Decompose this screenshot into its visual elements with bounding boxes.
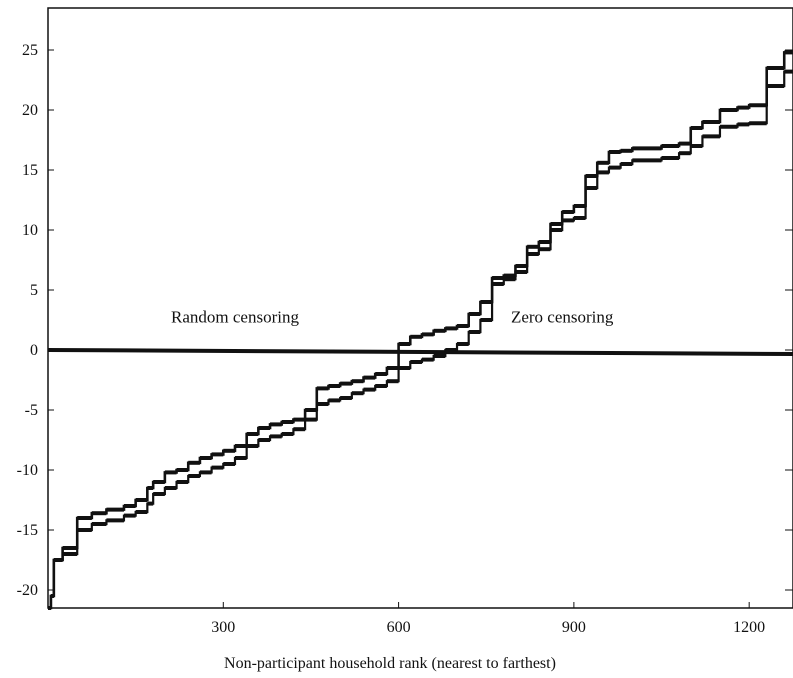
- x-tick-label: 1200: [733, 619, 765, 636]
- zero-reference-layer: [47, 348, 793, 356]
- plot-area: [47, 7, 793, 609]
- y-tick-label: 0: [30, 342, 38, 359]
- x-axis-title: Non-participant household rank (nearest …: [224, 655, 556, 672]
- y-tick-label: -5: [25, 402, 38, 419]
- annotation-random-censoring: Random censoring: [171, 308, 299, 327]
- x-tick-label: 300: [211, 619, 235, 636]
- y-tick-label: 25: [22, 42, 38, 59]
- plot-frame: [47, 7, 793, 609]
- zero-reference-line: [47, 348, 793, 356]
- x-axis: 300 600 900 1200: [211, 602, 765, 636]
- y-tick-label: -15: [17, 522, 38, 539]
- series-1-line: [48, 51, 793, 610]
- y-tick-label: 20: [22, 102, 38, 119]
- annotation-zero-censoring: Zero censoring: [511, 308, 614, 327]
- annotation-layer: Random censoring Zero censoring: [171, 308, 614, 327]
- x-tick-label: 600: [387, 619, 411, 636]
- x-tick-label: 900: [562, 619, 586, 636]
- series-layer: [48, 50, 793, 610]
- y-tick-label: -20: [17, 582, 38, 599]
- y-tick-label: 5: [30, 282, 38, 299]
- y-tick-label: 15: [22, 162, 38, 179]
- y-tick-label: 10: [22, 222, 38, 239]
- y-axis: 25 20 15 10 5 0 -5 -10 -15 -20: [17, 42, 793, 599]
- y-tick-label: -10: [17, 462, 38, 479]
